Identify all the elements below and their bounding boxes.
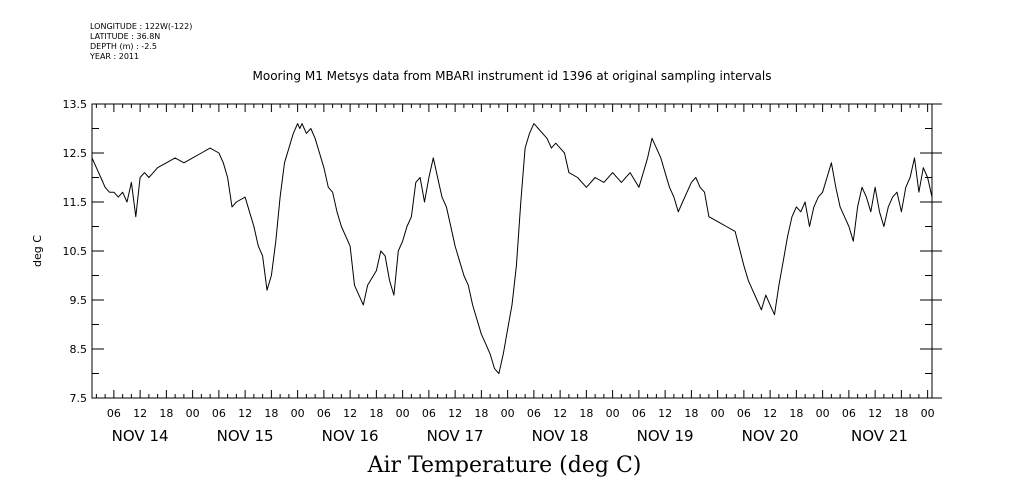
x-hour-tick-label: 18 — [579, 407, 593, 420]
series-line-air-temperature — [91, 123, 933, 374]
x-hour-tick-label: 12 — [658, 407, 672, 420]
x-hour-tick-label: 00 — [501, 407, 515, 420]
y-tick-label: 9.5 — [70, 294, 88, 307]
x-day-label: NOV 16 — [322, 427, 379, 445]
x-hour-tick-label: 06 — [422, 407, 436, 420]
x-hour-tick-label: 00 — [291, 407, 305, 420]
x-day-label: NOV 15 — [217, 427, 274, 445]
x-day-label: NOV 18 — [532, 427, 589, 445]
x-hour-tick-label: 00 — [186, 407, 200, 420]
x-day-label: NOV 17 — [427, 427, 484, 445]
x-hour-tick-label: 06 — [212, 407, 226, 420]
x-day-label: NOV 20 — [742, 427, 799, 445]
y-tick-label: 13.5 — [63, 98, 88, 111]
x-hour-tick-label: 00 — [816, 407, 830, 420]
x-hour-tick-label: 06 — [737, 407, 751, 420]
x-hour-tick-label: 06 — [317, 407, 331, 420]
x-day-label: NOV 21 — [851, 427, 908, 445]
x-hour-tick-label: 06 — [527, 407, 541, 420]
x-hour-tick-label: 18 — [684, 407, 698, 420]
y-tick-label: 10.5 — [63, 245, 88, 258]
x-hour-tick-label: 06 — [107, 407, 121, 420]
x-hour-tick-label: 12 — [868, 407, 882, 420]
metadata-block: LONGITUDE : 122W(-122) LATITUDE : 36.8N … — [90, 22, 192, 62]
y-axis-label: deg C — [31, 235, 44, 267]
x-hour-tick-label: 00 — [921, 407, 935, 420]
y-tick-label: 8.5 — [70, 343, 88, 356]
latitude-label: LATITUDE : 36.8N — [90, 32, 161, 41]
x-hour-tick-label: 18 — [894, 407, 908, 420]
longitude-label: LONGITUDE : 122W(-122) — [90, 22, 193, 31]
x-hour-tick-label: 18 — [474, 407, 488, 420]
x-hour-tick-label: 12 — [763, 407, 777, 420]
x-day-label: NOV 19 — [637, 427, 694, 445]
x-hour-tick-label: 18 — [159, 407, 173, 420]
x-hour-tick-label: 18 — [264, 407, 278, 420]
x-hour-tick-label: 12 — [238, 407, 252, 420]
depth-label: DEPTH (m) : -2.5 — [90, 42, 157, 51]
x-hour-tick-label: 00 — [606, 407, 620, 420]
x-hour-tick-label: 12 — [448, 407, 462, 420]
x-day-label: NOV 14 — [112, 427, 169, 445]
x-hour-tick-label: 00 — [396, 407, 410, 420]
x-hour-tick-label: 18 — [789, 407, 803, 420]
x-hour-tick-label: 12 — [343, 407, 357, 420]
y-tick-label: 12.5 — [63, 147, 88, 160]
year-label: YEAR : 2011 — [90, 52, 140, 61]
x-hour-tick-label: 06 — [632, 407, 646, 420]
x-hour-tick-label: 12 — [133, 407, 147, 420]
x-hour-tick-label: 12 — [553, 407, 567, 420]
x-hour-tick-label: 18 — [369, 407, 383, 420]
x-hour-tick-label: 06 — [842, 407, 856, 420]
x-axis-label: Air Temperature (deg C) — [367, 453, 642, 478]
x-hour-tick-label: 00 — [711, 407, 725, 420]
chart-title: Mooring M1 Metsys data from MBARI instru… — [252, 69, 772, 83]
plot-frame — [91, 103, 933, 399]
y-tick-label: 7.5 — [70, 392, 88, 405]
y-tick-label: 11.5 — [63, 196, 88, 209]
